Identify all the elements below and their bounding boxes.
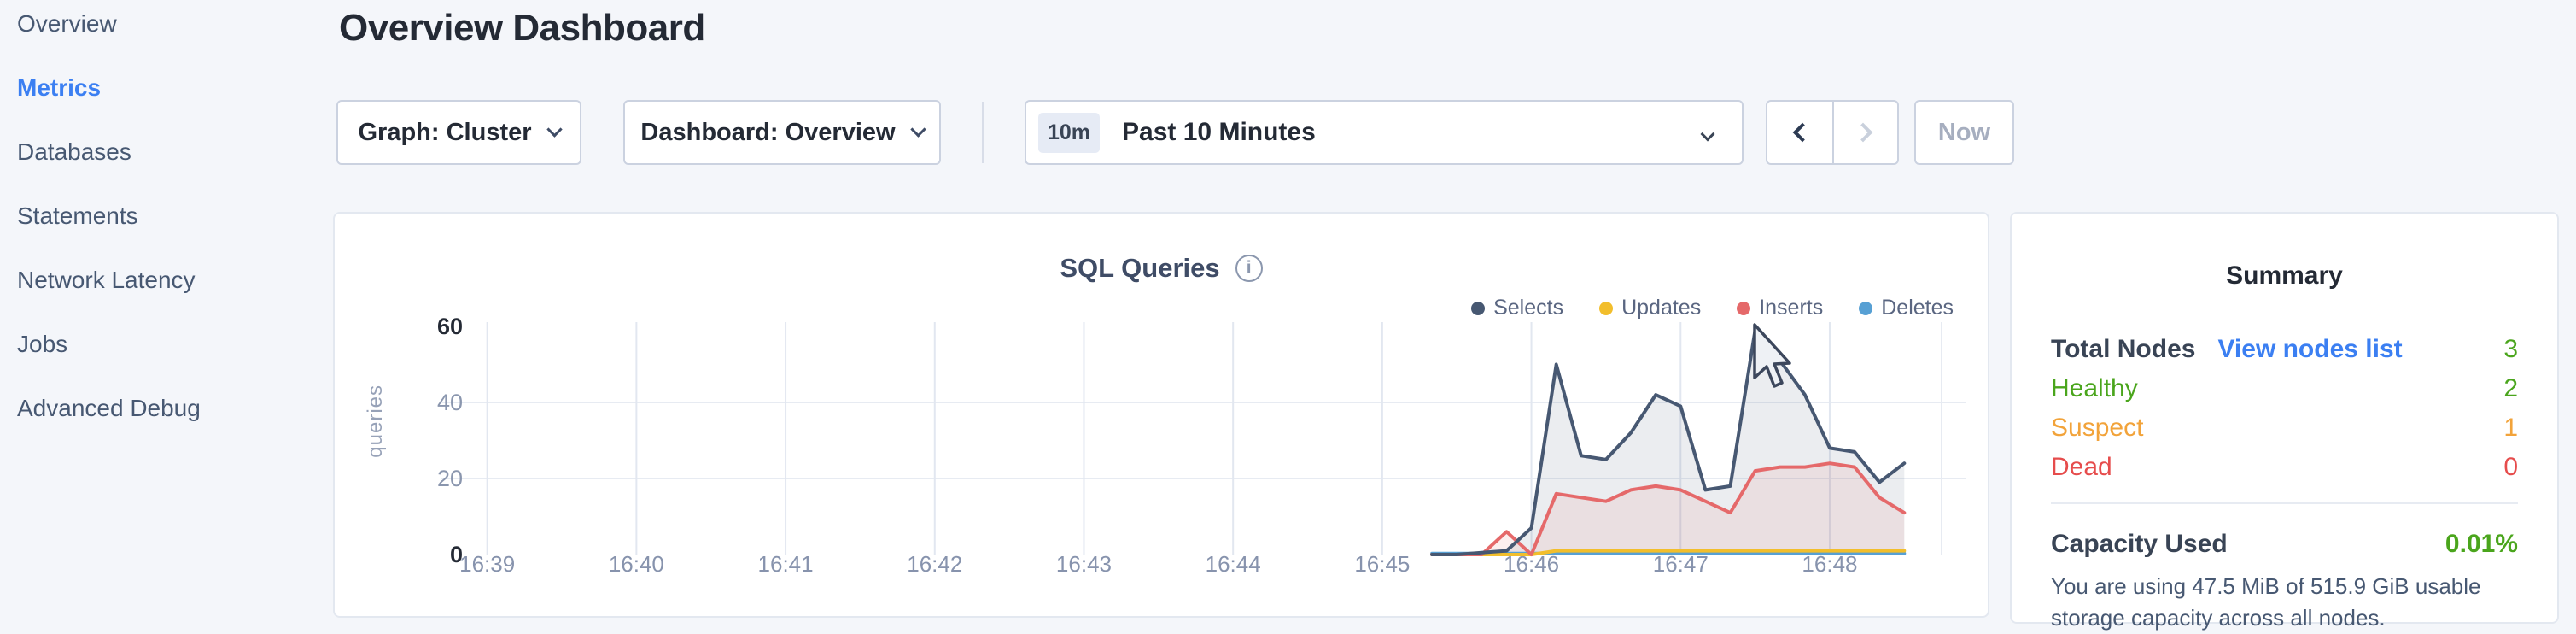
x-tick-label: 16:42 <box>907 551 962 577</box>
chart-title-row: SQL Queries i <box>335 253 1988 284</box>
sidebar-item-advanced-debug[interactable]: Advanced Debug <box>0 376 333 440</box>
time-step-back-button[interactable] <box>1767 102 1832 163</box>
healthy-label: Healthy <box>2051 374 2138 402</box>
chart-title: SQL Queries <box>1060 253 1220 283</box>
info-icon[interactable]: i <box>1235 255 1263 282</box>
view-nodes-list-link[interactable]: View nodes list <box>2217 335 2403 363</box>
graph-scope-dropdown[interactable]: Graph: Cluster <box>336 100 581 165</box>
dead-value: 0 <box>2503 453 2518 481</box>
legend-item-updates[interactable]: Updates <box>1599 296 1701 320</box>
y-axis-title: queries <box>364 385 387 458</box>
sidebar-item-overview[interactable]: Overview <box>0 0 333 56</box>
sidebar-item-label: Advanced Debug <box>17 394 201 421</box>
series-line-inserts <box>1430 461 1907 556</box>
sidebar-item-jobs[interactable]: Jobs <box>0 312 333 376</box>
dead-nodes-row: Dead 0 <box>2051 448 2518 487</box>
sidebar-item-metrics[interactable]: Metrics <box>0 56 333 120</box>
chevron-down-icon <box>909 120 926 138</box>
sidebar-item-statements[interactable]: Statements <box>0 184 333 248</box>
y-tick-label: 40 <box>437 390 463 415</box>
total-nodes-value: 3 <box>2503 335 2518 363</box>
series-dot-icon <box>1737 301 1751 315</box>
x-tick-label: 16:43 <box>1056 551 1112 577</box>
x-tick-label: 16:41 <box>758 551 814 577</box>
x-tick-label: 16:48 <box>1802 551 1857 577</box>
legend-item-inserts[interactable]: Inserts <box>1737 296 1823 320</box>
x-tick-label: 16:47 <box>1653 551 1709 577</box>
page-title: Overview Dashboard <box>339 7 705 49</box>
sidebar-item-databases[interactable]: Databases <box>0 120 333 184</box>
time-range-badge: 10m <box>1038 112 1101 153</box>
chevron-right-icon <box>1853 122 1873 143</box>
graph-scope-label: Graph: Cluster <box>358 118 532 146</box>
sql-queries-chart-card: SQL Queries i Selects Updates Inserts De… <box>333 212 1989 618</box>
legend-label: Deletes <box>1881 296 1954 320</box>
dashboard-dropdown[interactable]: Dashboard: Overview <box>623 100 941 165</box>
chevron-left-icon <box>1792 122 1813 143</box>
dead-label: Dead <box>2051 453 2112 481</box>
healthy-nodes-row: Healthy 2 <box>2051 369 2518 408</box>
time-range-dropdown[interactable]: 10m Past 10 Minutes <box>1025 100 1744 165</box>
chevron-down-icon <box>1700 126 1715 142</box>
chart-legend: Selects Updates Inserts Deletes <box>1471 296 1954 320</box>
sidebar-item-network-latency[interactable]: Network Latency <box>0 248 333 312</box>
sidebar-item-label: Databases <box>17 138 131 165</box>
sidebar-item-label: Jobs <box>17 330 68 357</box>
summary-title: Summary <box>2226 261 2343 290</box>
y-tick-label: 20 <box>437 466 463 491</box>
suspect-value: 1 <box>2503 414 2518 442</box>
x-tick-label: 16:39 <box>459 551 515 577</box>
series-line-selects <box>1430 328 1907 556</box>
now-button[interactable]: Now <box>1914 100 2014 165</box>
area-fill-inserts <box>1432 463 1905 555</box>
series-dot-icon <box>1859 301 1873 315</box>
capacity-label: Capacity Used <box>2051 530 2228 558</box>
summary-divider <box>2051 502 2518 504</box>
controls-bar: Graph: Cluster Dashboard: Overview 10m P… <box>0 100 2576 165</box>
now-button-label: Now <box>1937 118 1991 146</box>
suspect-label: Suspect <box>2051 414 2144 442</box>
total-nodes-label: Total Nodes <box>2051 335 2196 363</box>
sidebar-item-label: Overview <box>17 9 117 37</box>
suspect-nodes-row: Suspect 1 <box>2051 408 2518 448</box>
x-tick-label: 16:45 <box>1354 551 1410 577</box>
x-tick-label: 16:44 <box>1206 551 1261 577</box>
sidebar-item-label: Metrics <box>17 73 102 101</box>
sidebar: Overview Metrics Databases Statements Ne… <box>0 0 333 440</box>
legend-label: Selects <box>1493 296 1564 320</box>
summary-rows: Total Nodes View nodes list 3 Healthy 2 … <box>2051 330 2518 487</box>
capacity-value: 0.01% <box>2445 530 2518 558</box>
series-dot-icon <box>1599 301 1614 315</box>
series-dot-icon <box>1471 301 1486 315</box>
sidebar-item-label: Statements <box>17 202 138 229</box>
legend-item-deletes[interactable]: Deletes <box>1859 296 1954 320</box>
y-tick-label: 0 <box>450 542 463 567</box>
time-range-label: Past 10 Minutes <box>1122 118 1316 146</box>
dashboard-label: Dashboard: Overview <box>640 118 896 146</box>
sql-queries-plot[interactable]: 16:39 16:40 16:41 16:42 16:43 16:44 16:45 16:46… <box>335 214 1991 619</box>
time-step-forward-button[interactable] <box>1832 102 1897 163</box>
series-line-updates <box>1430 549 1907 556</box>
controls-divider <box>982 102 984 163</box>
legend-label: Inserts <box>1759 296 1824 320</box>
chevron-down-icon <box>546 120 563 138</box>
sidebar-item-label: Network Latency <box>17 266 196 293</box>
y-tick-label: 60 <box>437 314 463 339</box>
legend-label: Updates <box>1621 296 1702 320</box>
time-step-buttons <box>1766 100 1899 165</box>
healthy-value: 2 <box>2503 374 2518 402</box>
summary-panel: Summary Total Nodes View nodes list 3 He… <box>2010 212 2559 631</box>
x-tick-label: 16:40 <box>609 551 664 577</box>
total-nodes-row: Total Nodes View nodes list 3 <box>2051 330 2518 369</box>
capacity-description: You are using 47.5 MiB of 515.9 GiB usab… <box>2051 573 2481 631</box>
legend-item-selects[interactable]: Selects <box>1471 296 1563 320</box>
capacity-row: Capacity Used 0.01% <box>2051 530 2518 559</box>
